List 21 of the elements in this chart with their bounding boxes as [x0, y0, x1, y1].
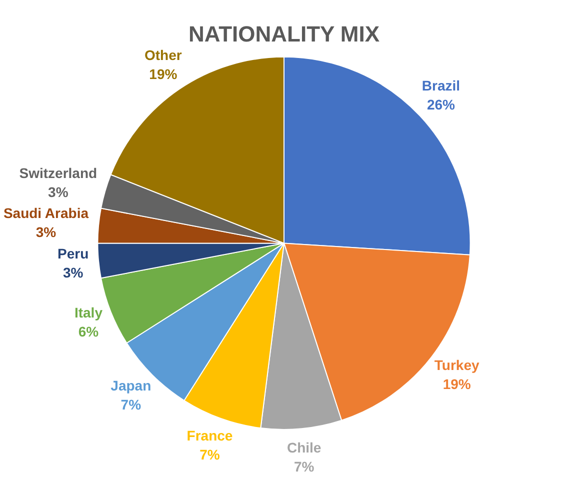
slice-label: Switzerland: [19, 164, 98, 181]
data-label: 26%: [426, 96, 456, 113]
data-label: 6%: [78, 323, 100, 340]
slice-label: Turkey: [434, 357, 480, 374]
data-label: 19%: [149, 66, 178, 82]
slice-label: Peru: [58, 245, 89, 262]
data-label: 7%: [120, 396, 142, 412]
slice-label: France: [186, 428, 233, 444]
data-label: 7%: [294, 458, 315, 474]
slice-label: Other: [144, 46, 182, 63]
data-label: 3%: [36, 224, 57, 240]
chart-title: NATIONALITY MIX: [188, 21, 380, 46]
data-label: 7%: [200, 446, 220, 463]
slice-label: Japan: [110, 377, 152, 394]
data-label: 19%: [442, 376, 472, 392]
slice-label: Chile: [286, 439, 322, 456]
slice-label: Brazil: [422, 78, 460, 94]
data-label: 3%: [48, 184, 69, 200]
slice-label: Italy: [74, 304, 103, 320]
data-label: 3%: [62, 264, 84, 280]
slice-label: Saudi Arabia: [3, 204, 89, 221]
